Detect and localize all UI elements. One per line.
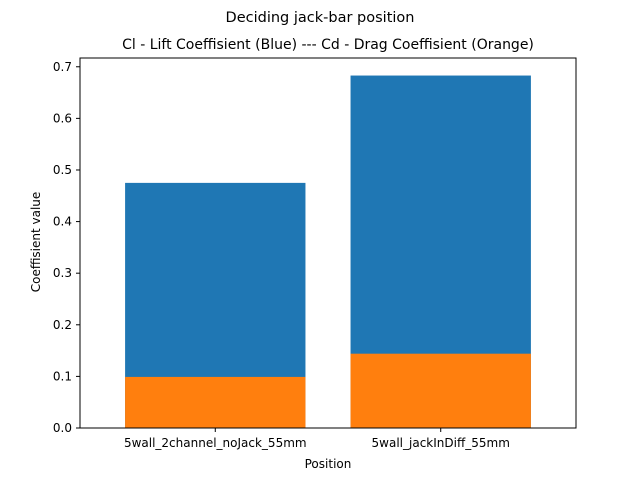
y-tick-label: 0.2 (53, 318, 72, 332)
y-tick-label: 0.3 (53, 266, 72, 280)
bars-layer (125, 75, 531, 429)
y-tick-label: 0.4 (53, 215, 72, 229)
x-tick-label: 5wall_jackInDiff_55mm (372, 436, 510, 450)
y-axis-label: Coeffisient value (29, 192, 43, 293)
y-tick-label: 0.7 (53, 60, 72, 74)
ticks-layer: 0.0 0.1 0.2 0.3 0.4 0.5 0.6 0.7 5wall_2channel_n… (53, 60, 510, 450)
x-axis-label: Position (305, 457, 352, 471)
bar-series2-5wall_jackInDiff_55mm (350, 353, 531, 428)
bar-series2-5wall_2channel_noJack_55mm (125, 376, 306, 428)
plot-frame (79, 57, 577, 429)
figure-suptitle: Deciding jack-bar position (226, 10, 415, 26)
chart-title: Cl - Lift Coeffisient (Blue) --- Cd - Dr… (122, 37, 534, 53)
x-tick-label: 5wall_2channel_noJack_55mm (124, 436, 307, 450)
y-tick-label: 0.1 (53, 369, 72, 383)
y-tick-label: 0.0 (53, 421, 72, 435)
y-tick-label: 0.5 (53, 163, 72, 177)
y-tick-label: 0.6 (53, 111, 72, 125)
